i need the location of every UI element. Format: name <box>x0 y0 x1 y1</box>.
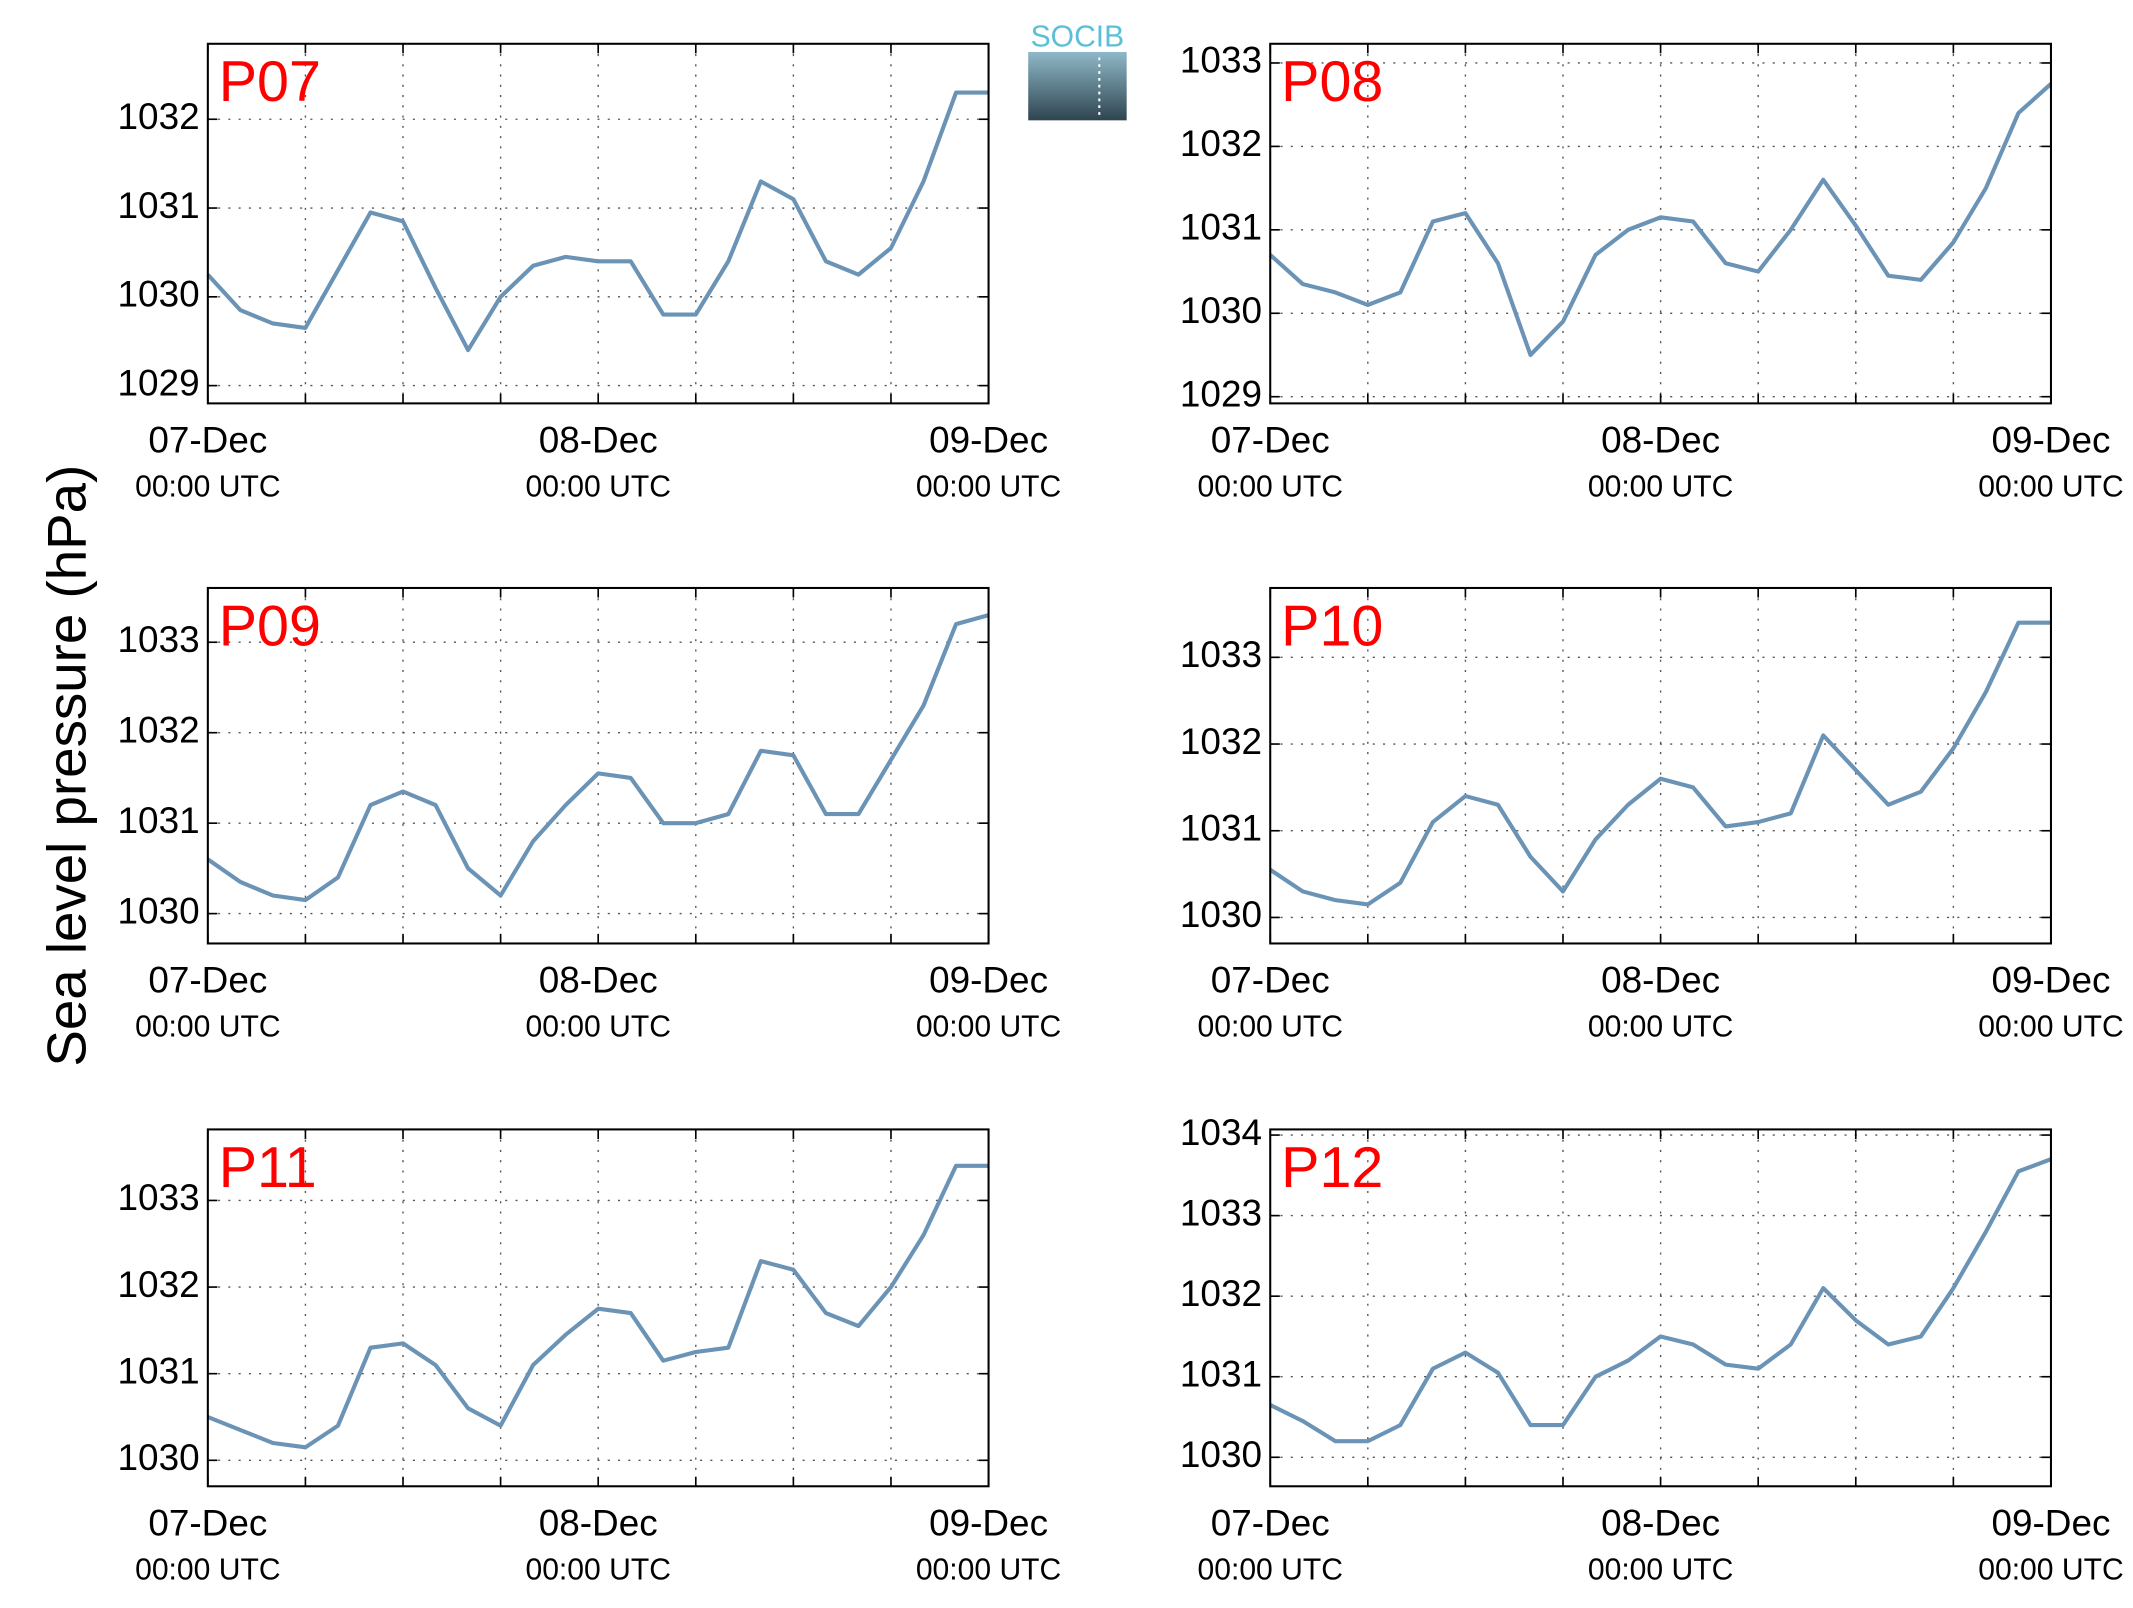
x-tick-label: 07-Dec <box>148 960 267 1001</box>
y-axis-label: Sea level pressure (hPa) <box>36 465 98 1067</box>
y-tick-label: 1032 <box>1180 123 1262 164</box>
x-tick-sublabel: 00:00 UTC <box>525 1553 670 1586</box>
x-tick-sublabel: 00:00 UTC <box>1588 1010 1733 1043</box>
x-tick-label: 07-Dec <box>148 420 267 461</box>
y-tick-label: 1032 <box>1180 1273 1262 1314</box>
x-tick-label: 07-Dec <box>1211 960 1330 1001</box>
x-tick-sublabel: 00:00 UTC <box>1198 1010 1343 1043</box>
line <box>1269 620 2051 907</box>
panel: 1030 1031 1032 1033 07-Dec 00:00 UTC 08-Dec 00:… <box>1180 586 2124 1043</box>
y-tick-label: 1033 <box>118 1177 200 1218</box>
x-tick-label: 08-Dec <box>539 420 658 461</box>
x-tick-sublabel: 00:00 UTC <box>916 1553 1061 1586</box>
y-tick-label: 1030 <box>118 890 200 931</box>
x-tick-sublabel: 00:00 UTC <box>135 470 280 503</box>
panel: 1030 1031 1032 1033 07-Dec 00:00 UTC 08-Dec 00:… <box>118 586 1061 1043</box>
panel-title: P12 <box>1281 1136 1383 1200</box>
y-tick-label: 1031 <box>1180 207 1262 248</box>
x-tick-label: 09-Dec <box>1991 420 2110 461</box>
line <box>1269 1157 2052 1444</box>
y-tick-label: 1033 <box>118 619 200 660</box>
y-tick-label: 1030 <box>118 274 200 315</box>
y-tick-label: 1031 <box>118 185 200 226</box>
logo-text: SOCIB <box>1031 21 1125 54</box>
x-tick-label: 08-Dec <box>1601 420 1720 461</box>
plot-frame <box>206 586 990 945</box>
line <box>207 1163 989 1450</box>
x-tick-sublabel: 00:00 UTC <box>135 1010 280 1043</box>
x-tick-label: 09-Dec <box>929 420 1048 461</box>
panel-title: P10 <box>1281 594 1383 658</box>
y-tick-label: 1031 <box>1180 1353 1262 1394</box>
x-tick-label: 08-Dec <box>539 1503 658 1544</box>
y-tick-label: 1031 <box>1180 807 1262 848</box>
y-tick-label: 1032 <box>118 1264 200 1305</box>
plot-frame <box>1269 586 2052 945</box>
panel: 1030 1031 1032 1033 1034 07-Dec 00:00 UTC 08-De… <box>1180 1112 2124 1586</box>
x-tick-sublabel: 00:00 UTC <box>916 1010 1061 1043</box>
panel: 1029 1030 1031 1032 1033 07-Dec 00:00 UTC 08-De… <box>1180 40 2124 504</box>
panel-title: P08 <box>1281 50 1383 114</box>
x-tick-sublabel: 00:00 UTC <box>1588 470 1733 503</box>
x-tick-label: 08-Dec <box>1601 960 1720 1001</box>
logo-box <box>1028 51 1127 121</box>
x-tick-sublabel: 00:00 UTC <box>1198 1553 1343 1586</box>
plot-frame <box>206 1128 990 1488</box>
plot-frame <box>206 42 990 405</box>
x-tick-sublabel: 00:00 UTC <box>1978 1010 2123 1043</box>
y-tick-label: 1029 <box>1180 373 1262 414</box>
y-tick-label: 1032 <box>118 709 200 750</box>
plot-frame <box>1269 42 2052 405</box>
logo: SOCIB <box>1028 21 1127 121</box>
plot-frame <box>1269 1128 2052 1488</box>
y-tick-label: 1030 <box>118 1437 200 1478</box>
panel: 1029 1030 1031 1032 07-Dec 00:00 UTC 08-Dec 00:… <box>118 42 1061 503</box>
panel-title: P11 <box>219 1136 317 1200</box>
y-tick-label: 1030 <box>1180 894 1262 935</box>
x-tick-label: 09-Dec <box>929 960 1048 1001</box>
y-tick-label: 1030 <box>1180 1434 1262 1475</box>
x-tick-sublabel: 00:00 UTC <box>1198 470 1343 503</box>
line <box>1268 82 2053 358</box>
x-tick-label: 07-Dec <box>1211 1503 1330 1544</box>
x-tick-sublabel: 00:00 UTC <box>525 470 670 503</box>
x-tick-sublabel: 00:00 UTC <box>916 470 1061 503</box>
x-tick-sublabel: 00:00 UTC <box>1978 1553 2123 1586</box>
y-tick-label: 1033 <box>1180 1192 1262 1233</box>
y-tick-label: 1030 <box>1180 290 1262 331</box>
x-tick-sublabel: 00:00 UTC <box>1978 470 2123 503</box>
y-tick-label: 1031 <box>118 1350 200 1391</box>
x-tick-label: 09-Dec <box>1991 1503 2110 1544</box>
y-tick-label: 1032 <box>118 96 200 137</box>
line <box>206 90 989 353</box>
x-tick-label: 09-Dec <box>1991 960 2110 1001</box>
x-tick-sublabel: 00:00 UTC <box>135 1553 280 1586</box>
panel: 1030 1031 1032 1033 07-Dec 00:00 UTC 08-Dec 00:… <box>118 1128 1061 1586</box>
x-tick-label: 07-Dec <box>148 1503 267 1544</box>
y-tick-label: 1034 <box>1180 1112 1262 1153</box>
line <box>206 613 990 903</box>
panel-title: P09 <box>219 594 321 658</box>
y-tick-label: 1032 <box>1180 721 1262 762</box>
y-tick-label: 1031 <box>118 800 200 841</box>
panel-title: P07 <box>219 50 321 114</box>
x-tick-label: 08-Dec <box>1601 1503 1720 1544</box>
x-tick-label: 07-Dec <box>1211 420 1330 461</box>
x-tick-label: 09-Dec <box>929 1503 1048 1544</box>
x-tick-label: 08-Dec <box>539 960 658 1001</box>
x-tick-sublabel: 00:00 UTC <box>1588 1553 1733 1586</box>
y-tick-label: 1033 <box>1180 634 1262 675</box>
y-tick-label: 1033 <box>1180 40 1262 81</box>
y-tick-label: 1029 <box>118 362 200 403</box>
x-tick-sublabel: 00:00 UTC <box>525 1010 670 1043</box>
